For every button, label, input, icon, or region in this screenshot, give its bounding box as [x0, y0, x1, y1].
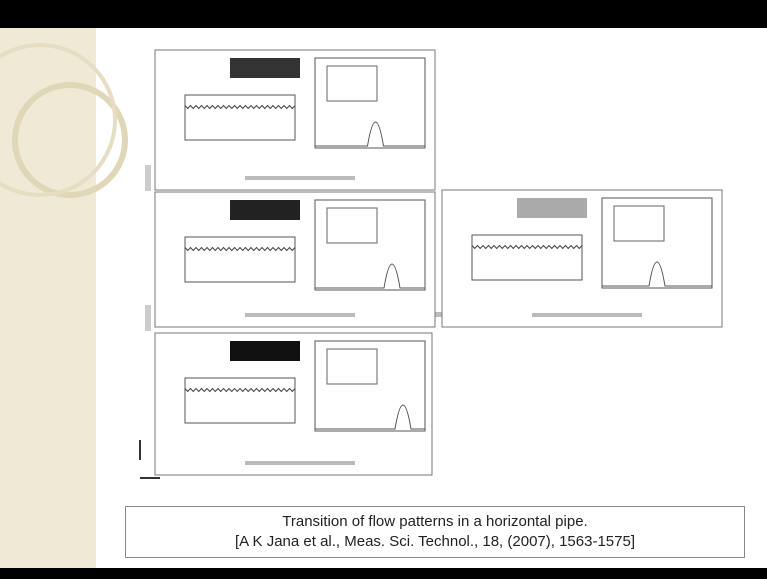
- panel-footer: [245, 176, 355, 180]
- panel-footer: [245, 313, 355, 317]
- caption-line: [A K Jana et al., Meas. Sci. Technol., 1…: [126, 532, 744, 552]
- bottom-bar: [0, 568, 767, 579]
- flow-image: [230, 58, 300, 78]
- caption-box: Transition of flow patterns in a horizon…: [125, 506, 745, 558]
- transition-arrow: [145, 165, 151, 191]
- slide-graphics: [0, 0, 767, 579]
- transition-arrow: [145, 305, 151, 331]
- top-bar: [0, 0, 767, 28]
- flow-image: [230, 200, 300, 220]
- panel-footer: [532, 313, 642, 317]
- panel-footer: [245, 461, 355, 465]
- slide: Transition of flow patterns in a horizon…: [0, 0, 767, 579]
- caption-line: Transition of flow patterns in a horizon…: [126, 512, 744, 532]
- side-band: [0, 28, 96, 568]
- flow-image: [517, 198, 587, 218]
- flow-image: [230, 341, 300, 361]
